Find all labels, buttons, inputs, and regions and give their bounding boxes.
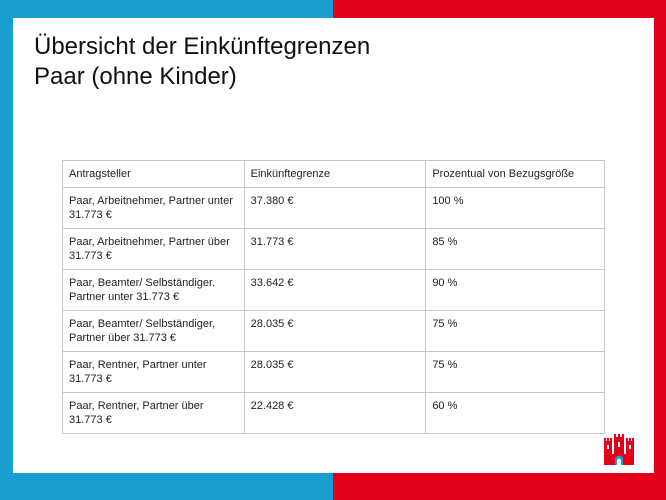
cell-income-limit: 37.380 € <box>243 187 427 229</box>
table-row: Paar, Rentner, Partner über 31.773 € 22.… <box>62 392 605 434</box>
cell-applicant: Paar, Arbeitnehmer, Partner unter 31.773… <box>62 187 245 229</box>
table-row: Paar, Rentner, Partner unter 31.773 € 28… <box>62 351 605 393</box>
column-header-applicant: Antragsteller <box>62 160 245 188</box>
slide-title-line-1: Übersicht der Einkünftegrenzen <box>34 33 371 60</box>
column-header-percentage: Prozentual von Bezugsgröße <box>425 160 605 188</box>
income-limits-table: Antragsteller Einkünftegrenze Prozentual… <box>62 160 605 434</box>
cell-percentage: 75 % <box>425 310 605 352</box>
cell-applicant: Paar, Beamter/ Selbständiger, Partner üb… <box>62 310 245 352</box>
cell-income-limit: 28.035 € <box>243 310 427 352</box>
cell-applicant: Paar, Arbeitnehmer, Partner über 31.773 … <box>62 228 245 270</box>
hamburg-castle-logo-icon <box>604 434 634 465</box>
table-header-row: Antragsteller Einkünftegrenze Prozentual… <box>62 160 605 188</box>
cell-applicant: Paar, Rentner, Partner unter 31.773 € <box>62 351 245 393</box>
cell-income-limit: 22.428 € <box>243 392 427 434</box>
table-row: Paar, Beamter/ Selbständiger, Partner üb… <box>62 310 605 352</box>
cell-applicant: Paar, Rentner, Partner über 31.773 € <box>62 392 245 434</box>
table-row: Paar, Beamter/ Selbständiger. Partner un… <box>62 269 605 311</box>
slide-title-line-2: Paar (ohne Kinder) <box>34 63 237 90</box>
slide-canvas: Übersicht der Einkünftegrenzen Paar (ohn… <box>13 18 654 473</box>
slide-title: Übersicht der Einkünftegrenzen Paar (ohn… <box>34 32 370 92</box>
cell-percentage: 85 % <box>425 228 605 270</box>
cell-percentage: 90 % <box>425 269 605 311</box>
cell-income-limit: 28.035 € <box>243 351 427 393</box>
cell-income-limit: 33.642 € <box>243 269 427 311</box>
table-row: Paar, Arbeitnehmer, Partner über 31.773 … <box>62 228 605 270</box>
cell-percentage: 75 % <box>425 351 605 393</box>
column-header-income-limit: Einkünftegrenze <box>243 160 427 188</box>
table-row: Paar, Arbeitnehmer, Partner unter 31.773… <box>62 187 605 229</box>
cell-income-limit: 31.773 € <box>243 228 427 270</box>
cell-percentage: 60 % <box>425 392 605 434</box>
cell-percentage: 100 % <box>425 187 605 229</box>
cell-applicant: Paar, Beamter/ Selbständiger. Partner un… <box>62 269 245 311</box>
